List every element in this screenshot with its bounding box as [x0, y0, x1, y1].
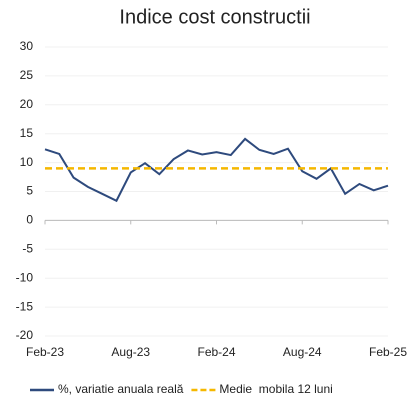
y-tick-label: 0 [26, 213, 33, 227]
y-tick-label: -15 [16, 299, 34, 313]
y-tick-label: 5 [26, 184, 33, 198]
legend-label: Medie mobila 12 luni [219, 382, 332, 396]
x-tick-label: Feb-24 [197, 345, 235, 359]
y-tick-label: 20 [20, 97, 34, 111]
x-tick-label: Aug-24 [283, 345, 322, 359]
y-tick-label: 10 [20, 155, 34, 169]
chart-title: Indice cost constructii [119, 6, 310, 28]
y-tick-label: -5 [22, 241, 33, 255]
series-line [44, 137, 389, 203]
y-tick-label: 30 [20, 39, 34, 53]
y-tick-label: 15 [20, 126, 34, 140]
y-tick-label: -20 [16, 328, 34, 342]
x-tick-label: Aug-23 [111, 345, 150, 359]
legend-label: %, variatie anuala reală [58, 382, 184, 396]
x-tick-label: Feb-23 [26, 345, 64, 359]
y-tick-label: -10 [16, 270, 34, 284]
x-tick-label: Feb-25 [369, 345, 407, 359]
y-tick-label: 25 [20, 68, 34, 82]
